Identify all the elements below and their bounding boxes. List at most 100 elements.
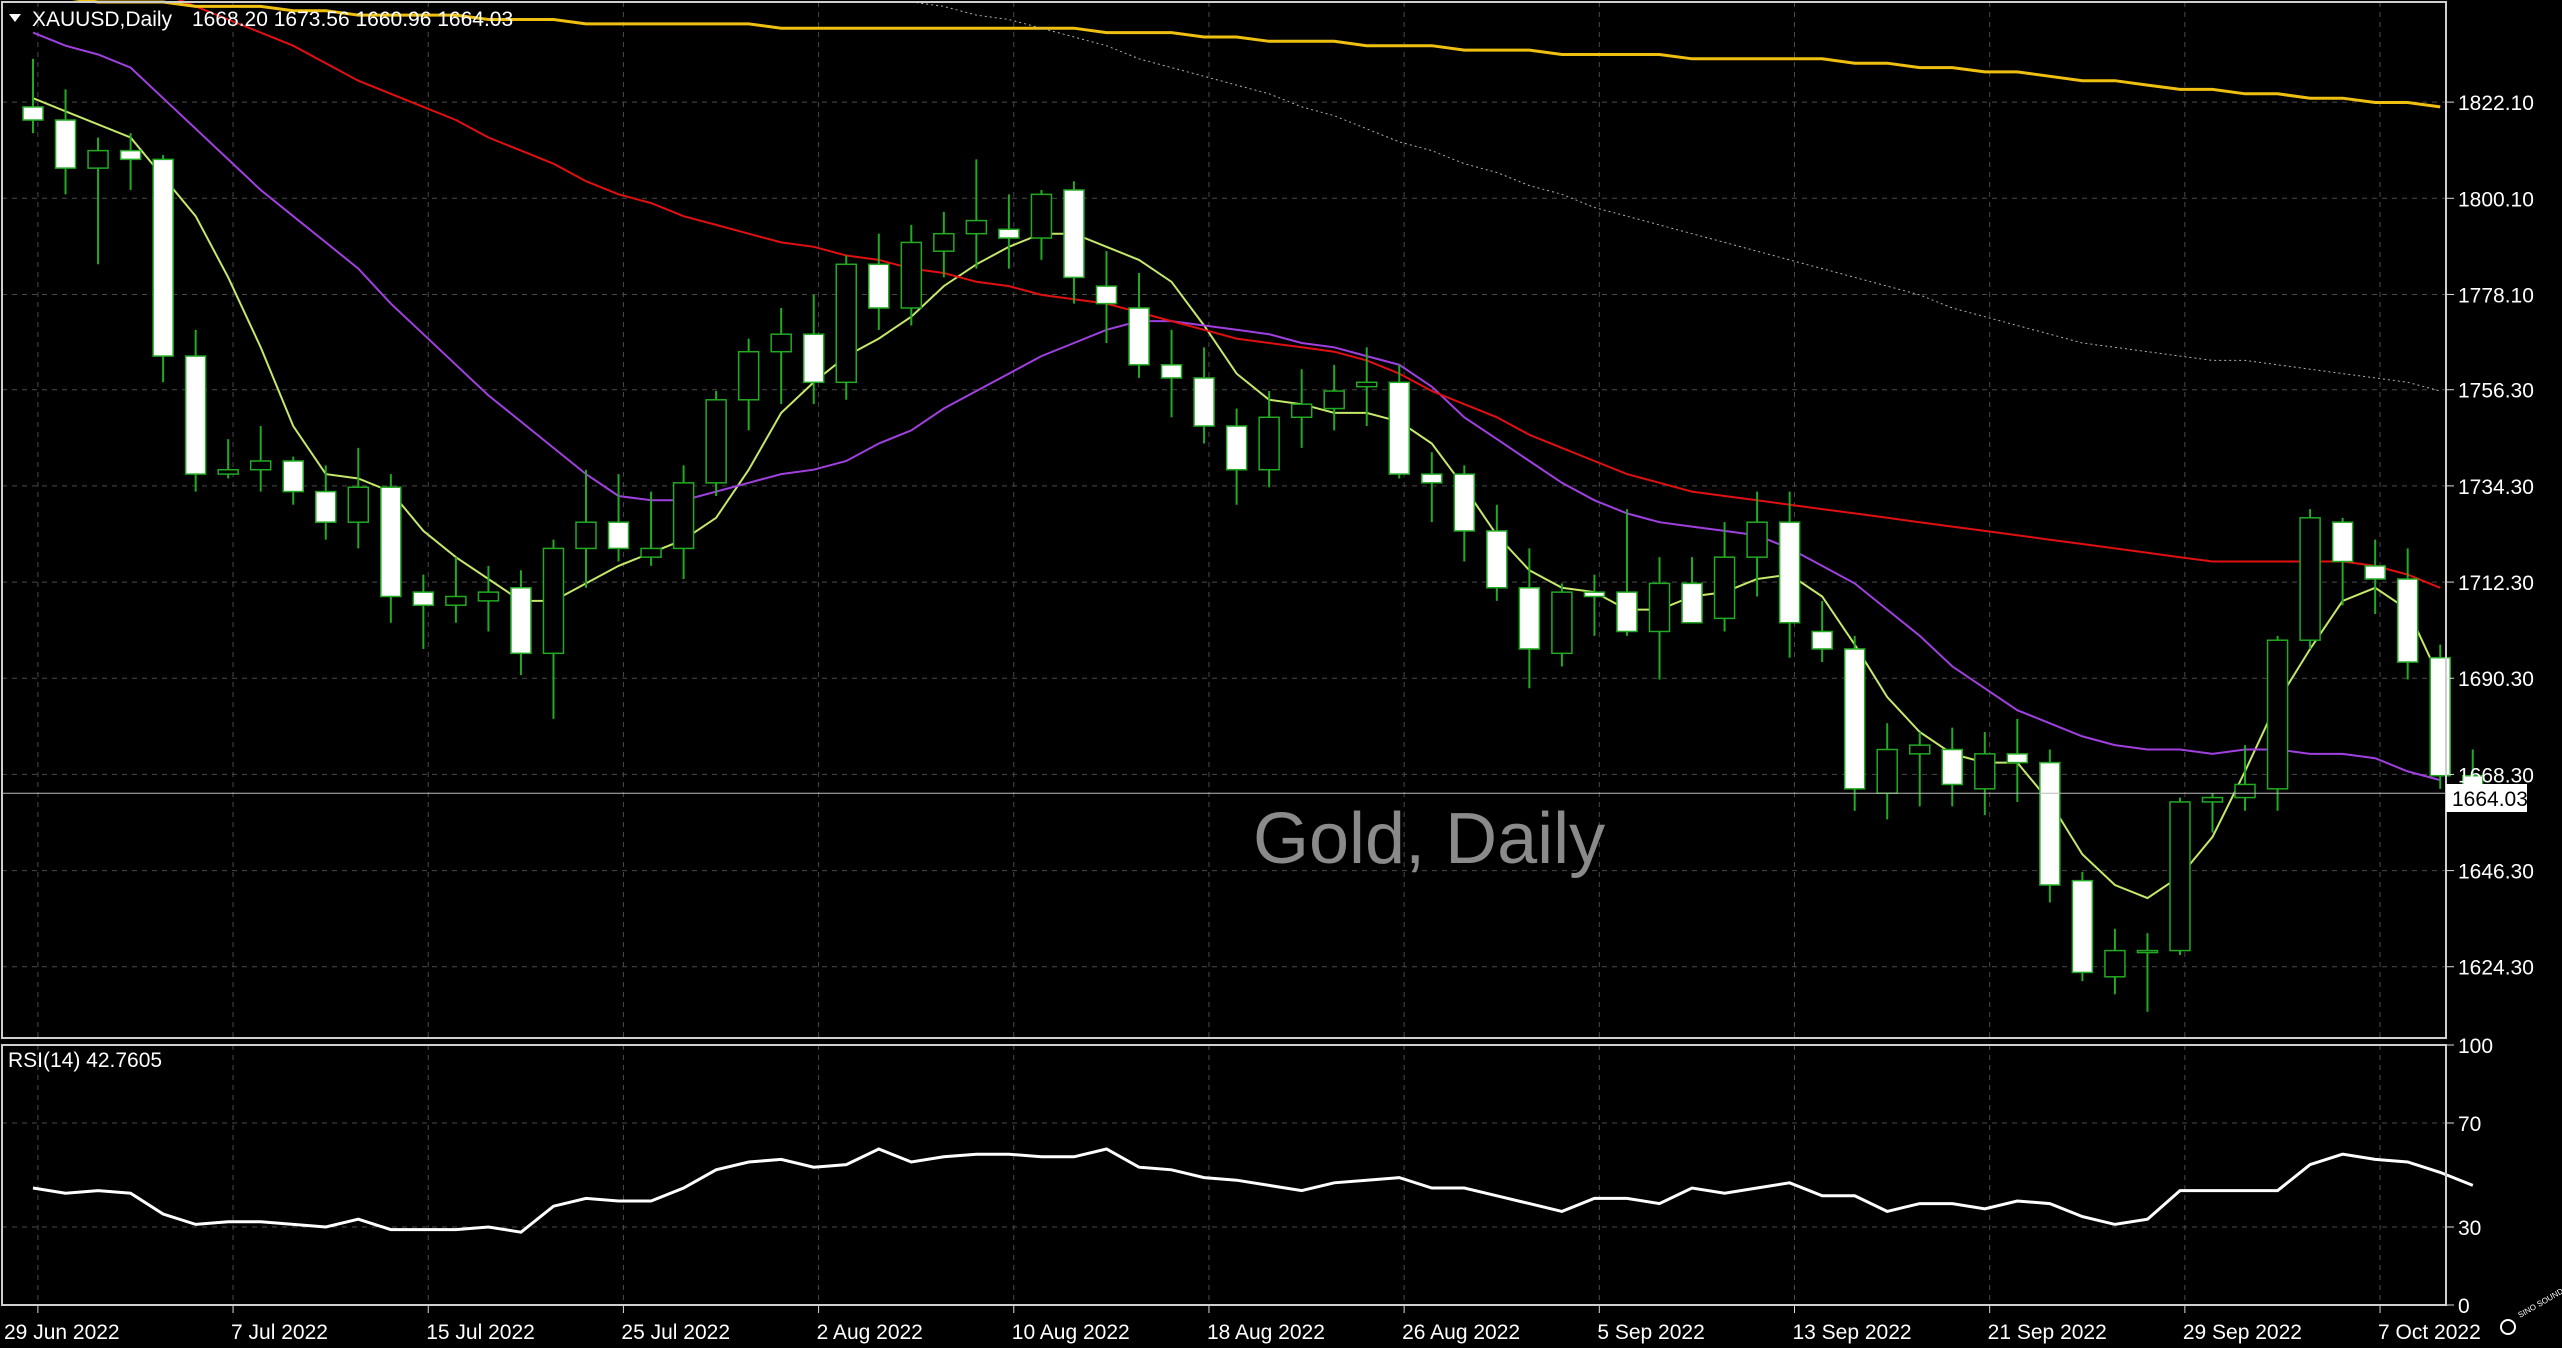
candle bbox=[933, 211, 955, 278]
candle-body bbox=[1323, 390, 1345, 410]
candle-body bbox=[2006, 753, 2029, 764]
candle-body bbox=[1518, 587, 1541, 650]
price-panel-frame bbox=[1, 1, 2447, 1039]
candle bbox=[868, 233, 890, 330]
candle-body bbox=[1258, 416, 1280, 471]
candle-body bbox=[900, 241, 923, 309]
candle-body bbox=[1453, 473, 1476, 532]
candle bbox=[640, 491, 662, 566]
rsi-label: RSI(14) 42.7605 bbox=[8, 1049, 162, 1072]
candle-body bbox=[1713, 556, 1736, 620]
price-tick-label: 1822.10 bbox=[2458, 92, 2534, 115]
time-tick-label: 7 Jul 2022 bbox=[231, 1321, 328, 1344]
candle-body bbox=[1778, 521, 1801, 624]
candle-body bbox=[1551, 591, 1573, 655]
candle bbox=[1128, 273, 1150, 378]
candle-body bbox=[184, 355, 207, 475]
candle-body bbox=[1160, 364, 1183, 379]
candle bbox=[1160, 329, 1183, 418]
grid bbox=[2, 2, 2446, 1305]
candle-body bbox=[2429, 656, 2451, 777]
candle-body bbox=[672, 482, 695, 550]
time-tick-label: 18 Aug 2022 bbox=[1207, 1321, 1325, 1344]
candle bbox=[1713, 522, 1736, 632]
candle bbox=[119, 133, 142, 190]
candle bbox=[2396, 548, 2419, 680]
candle-body bbox=[2201, 796, 2224, 803]
candle-body bbox=[1095, 285, 1118, 305]
candle-body bbox=[119, 149, 142, 161]
candle bbox=[87, 137, 109, 265]
moving-averages bbox=[32, 0, 2442, 900]
ohlc-values: 1668.20 1673.56 1660.96 1664.03 bbox=[192, 8, 513, 31]
candle bbox=[802, 294, 825, 405]
candle-body bbox=[1648, 582, 1671, 633]
symbol-label[interactable]: XAUUSD,Daily bbox=[32, 8, 173, 31]
time-tick-label: 5 Sep 2022 bbox=[1597, 1321, 1704, 1344]
candle bbox=[2364, 539, 2386, 614]
candle-body bbox=[1290, 403, 1313, 419]
time-tick-label: 29 Jun 2022 bbox=[4, 1321, 120, 1344]
candle bbox=[1583, 574, 1606, 636]
candle bbox=[835, 255, 857, 400]
rsi-tick-label: 30 bbox=[2458, 1217, 2481, 1240]
rsi-panel bbox=[32, 1147, 2474, 1234]
candle-body bbox=[2299, 517, 2321, 641]
candle-body bbox=[2266, 639, 2289, 790]
candle bbox=[249, 426, 272, 492]
candle bbox=[1193, 347, 1215, 444]
candle bbox=[2104, 928, 2126, 995]
candle-body bbox=[1388, 381, 1411, 475]
logo-icon bbox=[2500, 1319, 2516, 1335]
candle-body bbox=[2169, 801, 2191, 952]
candle bbox=[2201, 793, 2224, 833]
candle-body bbox=[1193, 377, 1215, 427]
candle-body bbox=[445, 595, 467, 606]
candle-body bbox=[347, 486, 370, 523]
candle bbox=[1681, 557, 1703, 624]
ma_mid-line bbox=[32, 31, 2441, 782]
candle-body bbox=[640, 547, 662, 558]
candle-body bbox=[2331, 521, 2354, 563]
candle-body bbox=[2234, 783, 2256, 799]
candle-body bbox=[1225, 425, 1248, 471]
time-tick-label: 10 Aug 2022 bbox=[1012, 1321, 1130, 1344]
rsi-tick-label: 100 bbox=[2458, 1035, 2493, 1058]
symbol-dropdown-icon[interactable] bbox=[9, 14, 21, 22]
candle bbox=[770, 307, 792, 405]
candle bbox=[1095, 251, 1118, 343]
candle bbox=[22, 58, 44, 134]
candle bbox=[2136, 933, 2159, 1012]
candle-body bbox=[249, 460, 272, 471]
candle bbox=[1778, 491, 1801, 658]
candle bbox=[184, 329, 207, 492]
candle-body bbox=[2104, 949, 2126, 978]
candle bbox=[152, 154, 174, 383]
ma_slow-line bbox=[177, 0, 2441, 589]
candle bbox=[1063, 181, 1085, 304]
candle-body bbox=[1908, 744, 1931, 755]
time-tick-label: 13 Sep 2022 bbox=[1792, 1321, 1911, 1344]
candle-body bbox=[477, 591, 500, 602]
candle bbox=[965, 159, 988, 269]
candle bbox=[1421, 452, 1443, 523]
candle-body bbox=[542, 547, 565, 655]
candle bbox=[477, 565, 500, 632]
candle bbox=[1258, 391, 1280, 488]
candle-body bbox=[1355, 381, 1378, 388]
candle-body bbox=[217, 468, 239, 475]
price-tick-label: 1800.10 bbox=[2458, 188, 2534, 211]
candle bbox=[2006, 718, 2029, 802]
candle-body bbox=[54, 119, 77, 169]
candle bbox=[607, 474, 630, 562]
rsi-tick-label: 70 bbox=[2458, 1113, 2481, 1136]
candle bbox=[1843, 635, 1866, 811]
candle bbox=[998, 194, 1020, 269]
candle-body bbox=[2136, 949, 2159, 954]
candle bbox=[737, 338, 760, 431]
candle bbox=[575, 469, 597, 588]
ma_200-line bbox=[72, 0, 2441, 109]
candle bbox=[1453, 465, 1476, 562]
candle-body bbox=[868, 263, 890, 309]
